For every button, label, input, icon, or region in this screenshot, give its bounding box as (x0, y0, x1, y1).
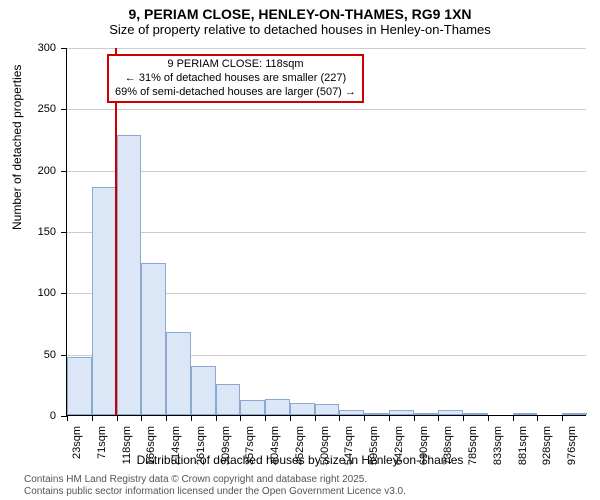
y-tick-label: 50 (44, 349, 56, 361)
page-title: 9, PERIAM CLOSE, HENLEY-ON-THAMES, RG9 1… (0, 0, 600, 22)
x-tick (315, 415, 316, 421)
x-tick (438, 415, 439, 421)
histogram-bar (414, 413, 439, 415)
histogram-bar (117, 135, 142, 415)
x-tick (513, 415, 514, 421)
histogram-bar (216, 384, 241, 415)
gridline (67, 171, 586, 172)
histogram-bar (315, 404, 340, 415)
x-tick (488, 415, 489, 421)
y-tick-label: 250 (38, 103, 56, 115)
x-tick (414, 415, 415, 421)
y-axis-label: Number of detached properties (10, 65, 24, 230)
x-tick (166, 415, 167, 421)
annotation-line: 69% of semi-detached houses are larger (… (115, 86, 356, 100)
histogram-bar (513, 413, 538, 415)
footer-attribution: Contains HM Land Registry data © Crown c… (24, 474, 406, 498)
x-tick (463, 415, 464, 421)
histogram-bar (240, 400, 265, 415)
plot-area: 05010015020025030023sqm71sqm118sqm166sqm… (66, 48, 586, 416)
annotation-line: 9 PERIAM CLOSE: 118sqm (115, 58, 356, 72)
x-tick (240, 415, 241, 421)
footer-line-2: Contains public sector information licen… (24, 486, 406, 498)
y-tick-label: 150 (38, 226, 56, 238)
y-tick (61, 48, 67, 49)
histogram-bar (562, 413, 587, 415)
histogram-bar (389, 410, 414, 415)
histogram-bar (463, 413, 488, 415)
x-tick (364, 415, 365, 421)
y-tick-label: 300 (38, 42, 56, 54)
x-axis-label: Distribution of detached houses by size … (0, 453, 600, 467)
histogram-bar (141, 263, 166, 415)
histogram-bar (191, 366, 216, 415)
y-tick (61, 293, 67, 294)
y-tick-label: 0 (50, 410, 56, 422)
y-tick (61, 232, 67, 233)
gridline (67, 232, 586, 233)
chart-area: 05010015020025030023sqm71sqm118sqm166sqm… (66, 48, 586, 416)
x-tick (117, 415, 118, 421)
x-tick (265, 415, 266, 421)
y-tick-label: 100 (38, 287, 56, 299)
histogram-bar (290, 403, 315, 415)
x-tick (290, 415, 291, 421)
x-tick (339, 415, 340, 421)
histogram-bar (265, 399, 290, 415)
y-tick (61, 355, 67, 356)
page-subtitle: Size of property relative to detached ho… (0, 22, 600, 41)
histogram-bar (364, 413, 389, 415)
x-tick (191, 415, 192, 421)
x-tick (562, 415, 563, 421)
x-tick (67, 415, 68, 421)
gridline (67, 48, 586, 49)
y-tick (61, 171, 67, 172)
histogram-bar (166, 332, 191, 415)
x-tick (92, 415, 93, 421)
histogram-bar (339, 410, 364, 415)
histogram-bar (92, 187, 117, 415)
gridline (67, 109, 586, 110)
y-tick (61, 109, 67, 110)
annotation-line: ← 31% of detached houses are smaller (22… (115, 72, 356, 86)
x-tick (216, 415, 217, 421)
x-tick (537, 415, 538, 421)
footer-line-1: Contains HM Land Registry data © Crown c… (24, 474, 406, 486)
histogram-bar (438, 410, 463, 415)
x-tick (141, 415, 142, 421)
histogram-bar (67, 357, 92, 415)
annotation-box: 9 PERIAM CLOSE: 118sqm← 31% of detached … (107, 54, 364, 103)
x-tick (389, 415, 390, 421)
y-tick-label: 200 (38, 165, 56, 177)
